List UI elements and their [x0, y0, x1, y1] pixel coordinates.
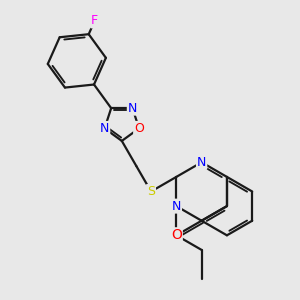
Text: O: O: [171, 228, 182, 242]
Text: S: S: [147, 185, 155, 198]
Text: N: N: [128, 102, 137, 115]
Text: N: N: [197, 156, 206, 169]
Text: N: N: [172, 200, 181, 213]
Text: O: O: [134, 122, 144, 135]
Text: F: F: [91, 14, 98, 27]
Text: N: N: [100, 122, 109, 135]
